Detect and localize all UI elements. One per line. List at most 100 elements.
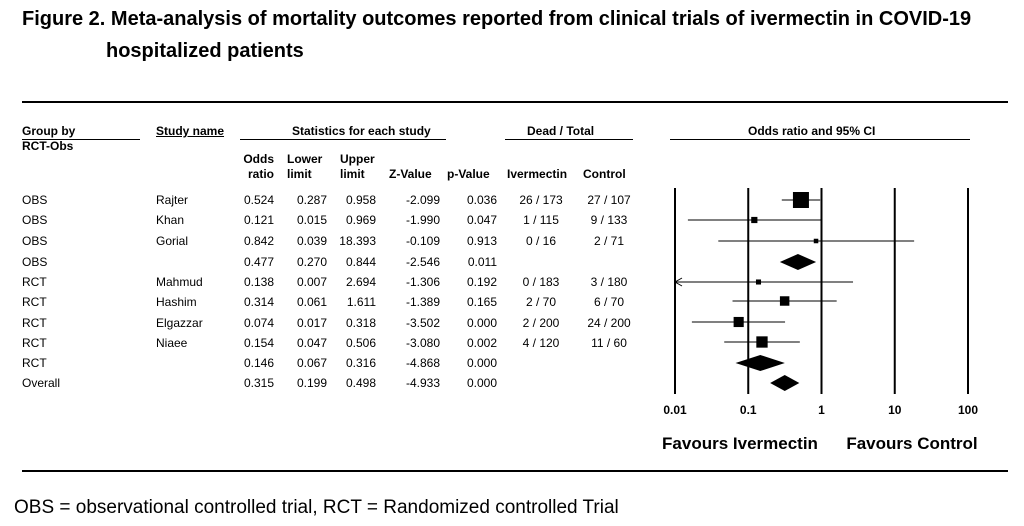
cell-p: 0.165 [466,295,497,309]
cell-upper: 0.958 [345,193,376,207]
point-estimate-marker [779,296,790,306]
cell-study: Niaee [156,336,188,350]
col-z-value: Z-Value [389,167,432,181]
figure-title-line2: hospitalized patients [106,40,304,62]
col-ivermectin: Ivermectin [507,167,568,181]
summary-diamond [770,375,800,391]
cell-odds-ratio: 0.146 [243,356,274,370]
cell-ivermectin: 2 / 70 [525,295,557,309]
cell-study: Gorial [156,234,189,248]
cell-upper: 0.316 [345,356,376,370]
cell-z: -2.099 [405,193,440,207]
col-odds-ratio-2: ratio [247,167,274,181]
cell-lower: 0.061 [296,295,327,309]
group-by-underline [22,139,140,140]
summary-diamond [779,254,817,270]
cell-p: 0.000 [466,376,497,390]
cell-study: Khan [156,213,185,227]
cell-odds-ratio: 0.524 [243,193,274,207]
col-upper-2: limit [340,167,365,181]
cell-lower: 0.047 [296,336,327,350]
favours-control-label: Favours Control [846,434,977,453]
cell-p: 0.047 [466,213,497,227]
cell-study: Elgazzar [156,316,203,330]
cell-upper: 0.844 [345,255,376,269]
cell-control: 6 / 70 [593,295,625,309]
header-group-by: Group by [22,124,76,138]
cell-group: RCT [22,275,47,289]
cell-odds-ratio: 0.154 [243,336,274,350]
col-upper-1: Upper [340,152,375,166]
cell-z: -2.546 [405,255,440,269]
cell-control: 27 / 107 [587,193,631,207]
cell-lower: 0.015 [296,213,327,227]
cell-p: 0.192 [466,275,497,289]
cell-lower: 0.067 [296,356,327,370]
cell-control: 11 / 60 [591,336,627,350]
cell-study: Hashim [156,295,197,309]
point-estimate-marker [756,336,768,348]
header-odds-ratio-ci: Odds ratio and 95% CI [748,124,876,138]
cell-group: RCT [22,336,47,350]
cell-z: -1.306 [405,275,440,289]
header-statistics: Statistics for each study [292,124,431,138]
cell-upper: 0.318 [345,316,376,330]
cell-odds-ratio: 0.477 [243,255,274,269]
cell-z: -1.389 [405,295,440,309]
cell-lower: 0.199 [296,376,327,390]
point-estimate-marker [755,279,762,285]
cell-group: OBS [22,213,48,227]
col-lower-1: Lower [287,152,323,166]
dead-total-underline [505,139,633,140]
tick-label: 100 [958,403,978,417]
point-estimate-marker [792,192,809,208]
cell-upper: 0.969 [345,213,376,227]
cell-group: OBS [22,234,48,248]
header-dead-total: Dead / Total [527,124,595,138]
bottom-rule [22,470,1008,472]
cell-upper: 0.498 [345,376,376,390]
cell-p: 0.000 [466,356,497,370]
cell-study: Mahmud [156,275,203,289]
cell-odds-ratio: 0.074 [243,316,274,330]
cell-odds-ratio: 0.121 [243,213,274,227]
cell-p: 0.913 [466,234,497,248]
cell-control: 2 / 71 [593,234,625,248]
cell-z: -3.502 [405,316,440,330]
header-rct-obs: RCT-Obs [22,139,74,153]
col-p-value: p-Value [447,167,490,181]
cell-upper: 1.611 [346,295,376,309]
cell-ivermectin: 26 / 173 [519,193,563,207]
cell-control: 9 / 133 [590,213,628,227]
cell-ivermectin: 1 / 115 [523,213,559,227]
figure-title-line1: Figure 2. Meta-analysis of mortality out… [22,8,972,30]
cell-z: -3.080 [405,336,440,350]
cell-group: RCT [22,316,47,330]
cell-z: -0.109 [405,234,440,248]
cell-odds-ratio: 0.314 [243,295,274,309]
favours-ivermectin-label: Favours Ivermectin [662,434,818,453]
cell-lower: 0.007 [296,275,327,289]
cell-p: 0.000 [466,316,497,330]
cell-lower: 0.017 [296,316,327,330]
statistics-underline [240,139,446,140]
cell-upper: 18.393 [339,234,376,248]
cell-p: 0.011 [467,255,497,269]
cell-control: 24 / 200 [587,316,631,330]
cell-z: -1.990 [405,213,440,227]
or-ci-underline [670,139,970,140]
cell-group: Overall [22,376,61,390]
top-rule [22,101,1008,103]
summary-diamond [735,355,785,371]
cell-upper: 2.694 [345,275,376,289]
header-study-name: Study name [156,124,225,138]
footer-note: OBS = observational controlled trial, RC… [14,497,619,518]
point-estimate-marker [733,316,744,328]
cell-z: -4.868 [405,356,440,370]
point-estimate-marker [813,238,819,244]
point-estimate-marker [751,216,758,224]
tick-label: 0.1 [740,403,757,417]
cell-ivermectin: 0 / 183 [522,275,560,289]
cell-ivermectin: 4 / 120 [522,336,560,350]
